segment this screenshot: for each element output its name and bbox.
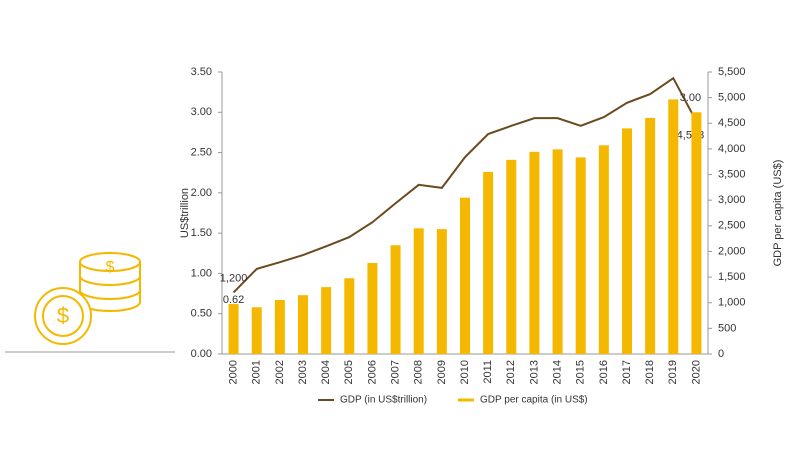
x-tick-label: 2001 xyxy=(251,360,263,384)
x-tick-label: 2005 xyxy=(343,360,355,384)
bar xyxy=(598,145,609,354)
x-tick-label: 2017 xyxy=(621,360,633,384)
svg-text:$: $ xyxy=(106,259,115,276)
x-tick-label: 2011 xyxy=(482,360,494,384)
svg-text:$: $ xyxy=(57,303,69,328)
y2-tick-label: 3,500 xyxy=(718,168,746,180)
x-tick-label: 2006 xyxy=(366,360,378,384)
bar xyxy=(552,149,563,354)
y2-axis-label: GDP per capita (US$) xyxy=(772,160,784,267)
bar xyxy=(251,307,262,354)
coins-icon: $ $ xyxy=(34,252,141,345)
y-tick-label: 1.50 xyxy=(191,227,212,239)
legend-label: GDP (in US$trillion) xyxy=(340,395,427,406)
bar xyxy=(622,128,632,354)
y2-tick-label: 3,000 xyxy=(718,194,746,206)
bar xyxy=(344,278,355,354)
x-tick-label: 2004 xyxy=(320,360,332,384)
y2-tick-label: 500 xyxy=(718,322,736,334)
y2-tick-label: 2,500 xyxy=(718,220,746,232)
x-tick-label: 2002 xyxy=(274,360,286,384)
bar xyxy=(228,304,239,354)
x-tick-label: 2014 xyxy=(551,360,563,384)
x-tick-label: 2012 xyxy=(505,360,517,384)
x-tick-label: 2013 xyxy=(528,360,540,384)
bar xyxy=(575,157,586,354)
y2-tick-label: 4,000 xyxy=(718,143,746,155)
bar xyxy=(691,112,702,355)
bar xyxy=(645,117,656,354)
y-tick-label: 1.00 xyxy=(191,267,212,279)
y2-tick-label: 4,500 xyxy=(718,117,746,129)
line xyxy=(232,76,698,294)
legend-swatch xyxy=(458,398,474,402)
y2-tick-label: 5,500 xyxy=(718,66,746,78)
y2-tick-label: 2,000 xyxy=(718,245,746,257)
y-tick-label: 3.00 xyxy=(191,106,212,118)
bar xyxy=(460,197,470,354)
data-label: 0.62 xyxy=(223,294,244,306)
bar xyxy=(529,151,540,354)
bar xyxy=(390,245,401,354)
x-tick-label: 2003 xyxy=(297,360,309,384)
y-tick-label: 3.50 xyxy=(191,66,212,78)
x-tick-label: 2020 xyxy=(690,360,702,384)
y-tick-label: 0.50 xyxy=(191,308,212,320)
y-tick-label: 0.00 xyxy=(191,348,212,360)
data-label: 1,200 xyxy=(220,272,248,284)
data-label: 3.00 xyxy=(680,92,701,104)
legend-label: GDP per capita (in US$) xyxy=(480,395,588,406)
bar xyxy=(668,99,679,354)
x-tick-label: 2008 xyxy=(413,360,425,384)
bar xyxy=(274,300,285,354)
y2-tick-label: 1,000 xyxy=(718,297,746,309)
bar xyxy=(413,228,424,354)
y2-tick-label: 1,500 xyxy=(718,271,746,283)
bar xyxy=(436,229,447,354)
y-tick-label: 2.00 xyxy=(191,187,212,199)
bar xyxy=(506,159,517,354)
x-tick-label: 2018 xyxy=(644,360,656,384)
bar xyxy=(483,171,494,354)
x-tick-label: 2016 xyxy=(598,360,610,384)
x-tick-label: 2019 xyxy=(667,360,679,384)
y-axis-label: US$trillion xyxy=(179,188,191,238)
x-tick-label: 2007 xyxy=(389,360,401,384)
x-tick-label: 2000 xyxy=(227,360,239,384)
x-tick-label: 2015 xyxy=(575,360,587,384)
bar xyxy=(321,287,332,354)
bar xyxy=(298,295,308,354)
bar xyxy=(367,262,378,354)
y2-tick-label: 0 xyxy=(718,348,724,360)
x-tick-label: 2010 xyxy=(459,360,471,384)
y-tick-label: 2.50 xyxy=(191,146,212,158)
y2-tick-label: 5,000 xyxy=(718,92,746,104)
x-tick-label: 2009 xyxy=(436,360,448,384)
